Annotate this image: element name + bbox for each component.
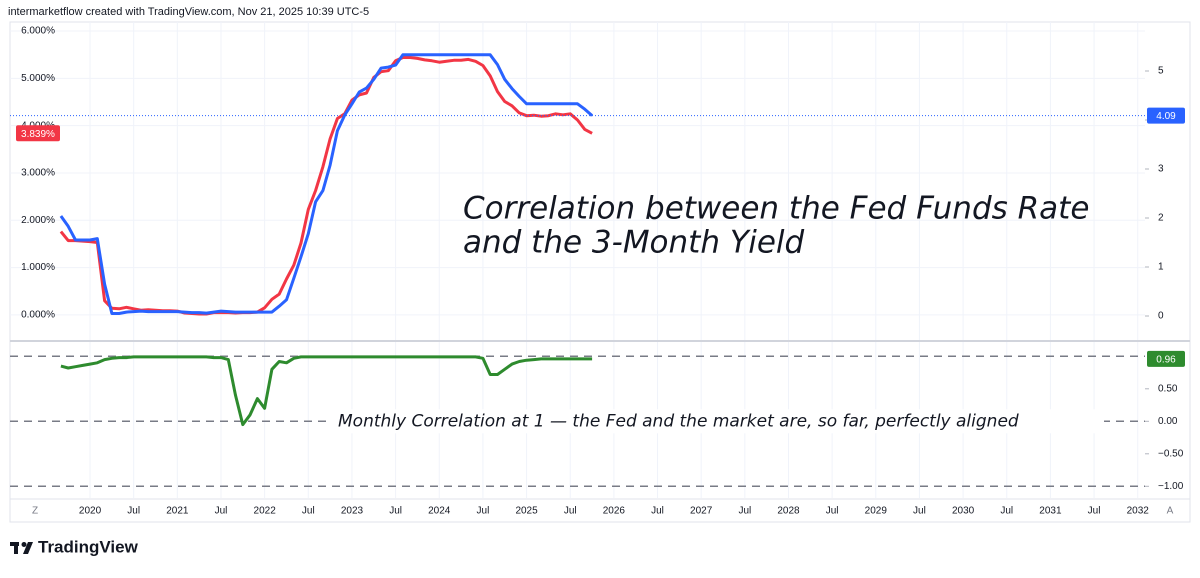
- y-tick-label: 5.000%: [21, 73, 55, 84]
- value-badge: [1147, 107, 1185, 124]
- y-tick-label: −1.00: [1158, 481, 1184, 492]
- control-button[interactable]: Z: [32, 506, 38, 517]
- y2-tick-label: 1: [1158, 262, 1164, 273]
- x-tick-label: 2023: [341, 506, 364, 517]
- y2-tick-label: 3: [1158, 164, 1164, 175]
- series-line: [59, 56, 593, 316]
- x-tick-label: Jul: [1000, 506, 1013, 517]
- x-tick-label: 2024: [428, 506, 451, 517]
- header: intermarketflow created with TradingView…: [8, 6, 369, 18]
- x-tick-label: 2021: [166, 506, 189, 517]
- x-tick-label: Jul: [738, 506, 751, 517]
- x-tick-label: Jul: [302, 506, 315, 517]
- value-badge-label: 0.96: [1156, 355, 1176, 366]
- y-tick-label: 2.000%: [21, 215, 55, 226]
- logo-shape: [21, 542, 27, 547]
- y-tick-label: 0.50: [1158, 383, 1178, 394]
- x-tick-label: Jul: [651, 506, 664, 517]
- x-tick-label: 2029: [865, 506, 888, 517]
- x-tick-label: Jul: [389, 506, 402, 517]
- x-tick-label: Jul: [913, 506, 926, 517]
- x-tick-label: Jul: [826, 506, 839, 517]
- value-badge-label: 4.09: [1156, 111, 1176, 122]
- annotation: Correlation between the Fed Funds Rate: [463, 191, 1089, 227]
- x-tick-label: 2028: [777, 506, 800, 517]
- y-tick-label: 1.000%: [21, 262, 55, 273]
- y2-tick-label: 0: [1158, 311, 1164, 322]
- y-tick-label: 0.00: [1158, 416, 1178, 427]
- x-tick-label: 2022: [254, 506, 277, 517]
- x-tick-label: 2027: [690, 506, 713, 517]
- x-tick-label: Jul: [127, 506, 140, 517]
- x-tick-label: 2030: [952, 506, 975, 517]
- y-tick-label: 0.000%: [21, 310, 55, 321]
- y-tick-label: 6.000%: [21, 26, 55, 37]
- chart-frame: [9, 21, 1191, 523]
- y-tick-label: 3.000%: [21, 168, 55, 179]
- x-tick-label: 2020: [79, 506, 102, 517]
- annotation: and the 3-Month Yield: [463, 225, 805, 261]
- value-badge-label: 3.839%: [21, 129, 55, 140]
- x-tick-label: 2026: [603, 506, 626, 517]
- annotation-bg: [332, 409, 1104, 434]
- x-tick-label: Jul: [564, 506, 577, 517]
- value-badge: [1147, 350, 1185, 367]
- x-tick-label: Jul: [477, 506, 490, 517]
- control-button[interactable]: A: [1167, 506, 1174, 517]
- logo-text: TradingView: [38, 537, 139, 556]
- x-tick-label: 2031: [1039, 506, 1062, 517]
- x-tick-label: Jul: [215, 506, 228, 517]
- series-line: [60, 355, 593, 427]
- logo-shape: [23, 542, 33, 554]
- logo: TradingView: [10, 537, 139, 556]
- x-tick-label: Jul: [1088, 506, 1101, 517]
- series-line: [59, 53, 594, 315]
- logo-shape: [14, 542, 18, 554]
- value-badge: [16, 125, 60, 142]
- y2-tick-label: 2: [1158, 213, 1164, 224]
- x-tick-label: 2032: [1127, 506, 1150, 517]
- y-tick-label: −0.50: [1158, 448, 1184, 459]
- x-tick-label: 2025: [515, 506, 538, 517]
- annotation: Monthly Correlation at 1 — the Fed and t…: [338, 411, 1019, 431]
- y2-tick-label: 5: [1158, 66, 1164, 77]
